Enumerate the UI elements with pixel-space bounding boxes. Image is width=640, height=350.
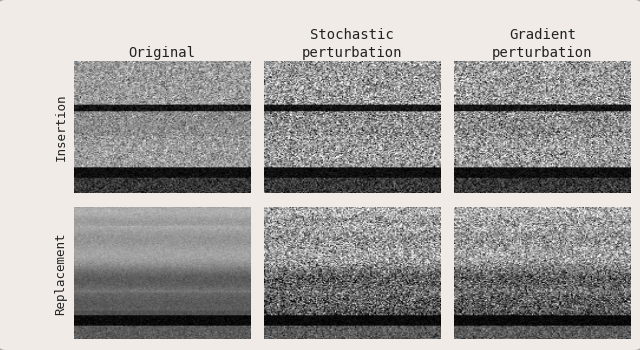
- Text: Insertion: Insertion: [54, 93, 67, 161]
- Text: Replacement: Replacement: [54, 232, 67, 315]
- Text: Gradient
perturbation: Gradient perturbation: [492, 28, 593, 60]
- Text: Stochastic
perturbation: Stochastic perturbation: [301, 28, 403, 60]
- Text: Original: Original: [128, 46, 195, 60]
